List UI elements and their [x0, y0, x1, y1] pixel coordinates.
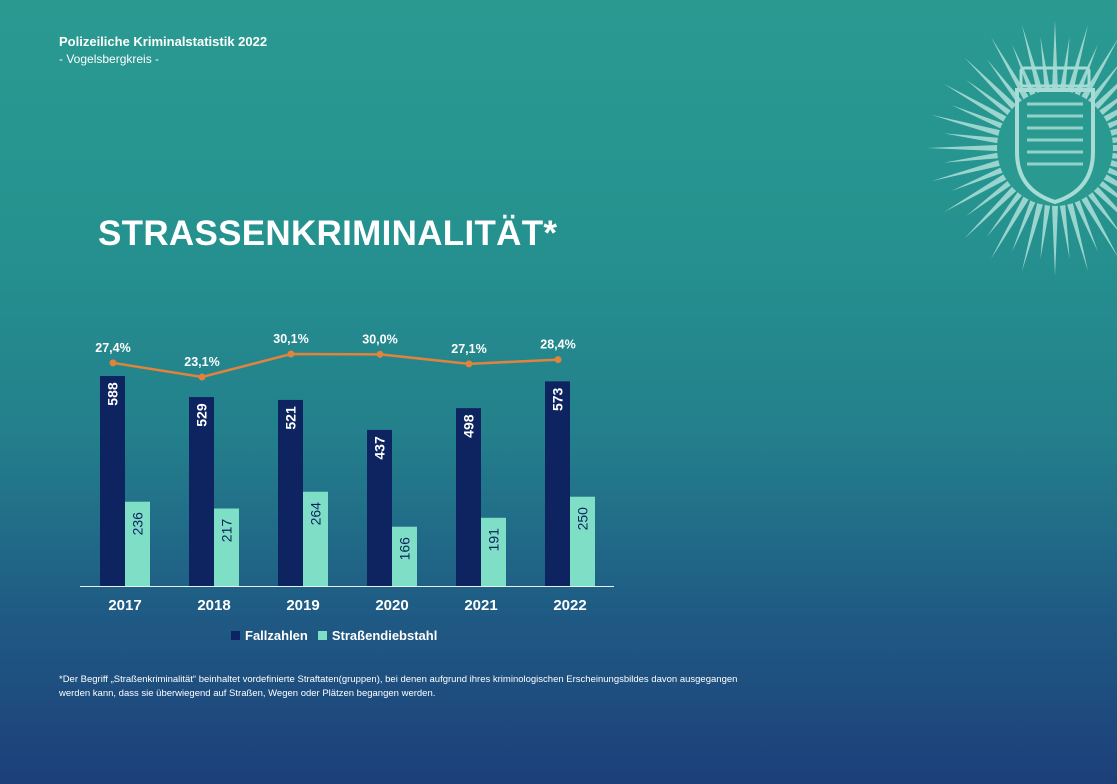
- data-label-strassendiebstahl-2021: 191: [486, 528, 502, 552]
- bar-fallzahlen-2019: [278, 399, 303, 586]
- x-tick-label-2020: 2020: [375, 597, 408, 614]
- bar-strassendiebstahl-2020: [392, 526, 417, 586]
- data-label-strassendiebstahl-2019: 264: [308, 502, 324, 526]
- bar-fallzahlen-2017: [100, 376, 125, 586]
- x-tick-label-2017: 2017: [108, 597, 141, 614]
- x-tick-label-2022: 2022: [553, 597, 586, 614]
- legend-label-strassendiebstahl: Straßendiebstahl: [331, 628, 438, 643]
- quote-label-2019: 30,1%: [273, 332, 308, 346]
- x-tick-label-2018: 2018: [197, 597, 230, 614]
- quote-label-2018: 23,1%: [184, 355, 219, 369]
- chart-legend: Fallzahlen Straßendiebstahl: [231, 628, 447, 643]
- data-label-fallzahlen-2019: 521: [283, 406, 299, 430]
- bar-fallzahlen-2018: [189, 397, 214, 586]
- bar-strassendiebstahl-2018: [214, 508, 239, 586]
- quote-point-2018: [198, 373, 206, 381]
- bar-fallzahlen-2020: [367, 429, 392, 586]
- legend-item-fallzahlen: Fallzahlen: [231, 628, 308, 643]
- footnote: *Der Begriff „Straßenkriminalität“ beinh…: [59, 674, 738, 699]
- bar-strassendiebstahl-2019: [303, 491, 328, 586]
- bar-fallzahlen-2021: [456, 408, 481, 586]
- quote-point-2021: [465, 360, 473, 368]
- quote-point-2019: [287, 350, 295, 358]
- quote-label-2017: 27,4%: [95, 341, 130, 355]
- data-label-fallzahlen-2022: 573: [550, 387, 566, 411]
- police-star-emblem-icon: [927, 20, 1117, 276]
- quote-line: [112, 352, 559, 379]
- bar-strassendiebstahl-2021: [481, 517, 506, 586]
- data-label-strassendiebstahl-2017: 236: [130, 512, 146, 536]
- quote-label-2021: 27,1%: [451, 342, 486, 356]
- quote-label-2022: 28,4%: [540, 338, 575, 352]
- bar-strassendiebstahl-2017: [125, 501, 150, 586]
- bar-strassendiebstahl-2022: [570, 496, 595, 586]
- header-subtitle: - Vogelsbergkreis -: [59, 52, 160, 66]
- emblem-crown: [1019, 66, 1091, 88]
- quote-point-2020: [376, 350, 384, 358]
- x-tick-label-2021: 2021: [464, 597, 497, 614]
- emblem-shield: [1015, 88, 1095, 205]
- bar-fallzahlen-2022: [545, 381, 570, 586]
- data-label-fallzahlen-2020: 437: [372, 436, 388, 460]
- page-title: STRASSENKRIMINALITÄT*: [98, 214, 558, 253]
- data-label-strassendiebstahl-2018: 217: [219, 519, 235, 543]
- legend-swatch-fallzahlen: [231, 631, 240, 640]
- x-tick-label-2019: 2019: [286, 597, 319, 614]
- data-label-strassendiebstahl-2022: 250: [575, 507, 591, 531]
- quote-point-2017: [109, 359, 117, 367]
- emblem-center-disc: [997, 90, 1113, 206]
- legend-item-strassendiebstahl: Straßendiebstahl: [317, 628, 438, 643]
- quote-label-2020: 30,0%: [362, 332, 397, 346]
- data-label-fallzahlen-2017: 588: [105, 382, 121, 406]
- header-title: Polizeiliche Kriminalstatistik 2022: [59, 34, 268, 49]
- quote-point-2022: [554, 356, 562, 364]
- legend-label-fallzahlen: Fallzahlen: [245, 628, 308, 643]
- legend-swatch-strassendiebstahl: [317, 631, 327, 640]
- data-label-fallzahlen-2021: 498: [461, 414, 477, 438]
- data-label-strassendiebstahl-2020: 166: [397, 537, 413, 561]
- data-label-fallzahlen-2018: 529: [194, 403, 210, 427]
